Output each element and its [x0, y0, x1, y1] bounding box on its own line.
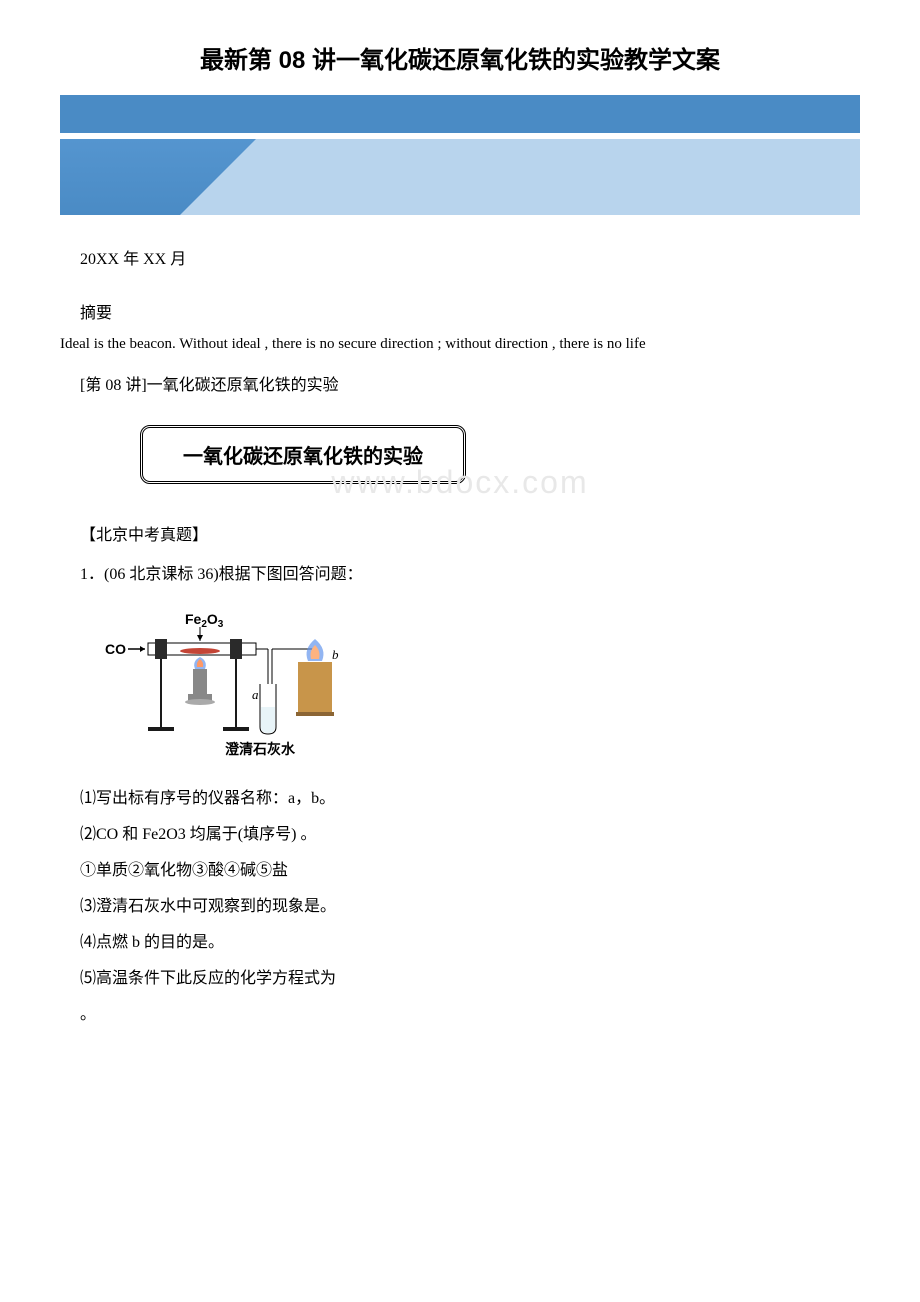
- question-2-options: ①单质②氧化物③酸④碱⑤盐: [80, 856, 860, 880]
- fe2o3-label: Fe2O3: [185, 611, 224, 630]
- period-text: 。: [80, 1000, 860, 1024]
- page-title: 最新第 08 讲一氧化碳还原氧化铁的实验教学文案: [60, 40, 860, 75]
- question-3: ⑶澄清石灰水中可观察到的现象是。: [80, 892, 860, 916]
- date-text: 20XX 年 XX 月: [80, 245, 860, 269]
- label-a: a: [252, 687, 259, 702]
- question-intro: 1．(06 北京课标 36)根据下图回答问题：: [80, 560, 860, 584]
- question-4: ⑷点燃 b 的目的是。: [80, 928, 860, 952]
- question-1: ⑴写出标有序号的仪器名称：a，b。: [80, 784, 860, 808]
- label-b: b: [332, 647, 339, 662]
- co-label: CO: [105, 641, 126, 657]
- diagram-svg: CO Fe2O3: [100, 599, 380, 769]
- question-5: ⑸高温条件下此反应的化学方程式为: [80, 964, 860, 988]
- abstract-label: 摘要: [80, 299, 860, 323]
- experiment-diagram: CO Fe2O3: [100, 599, 380, 769]
- lecture-title: [第 08 讲]一氧化碳还原氧化铁的实验: [80, 371, 860, 395]
- question-2: ⑵CO 和 Fe2O3 均属于(填序号) 。: [80, 820, 860, 844]
- decorative-banner: [60, 95, 860, 215]
- exam-section-label: 【北京中考真题】: [80, 521, 860, 545]
- english-quote: Ideal is the beacon. Without ideal , the…: [60, 333, 860, 356]
- limewater-label: 澄清石灰水: [225, 741, 296, 758]
